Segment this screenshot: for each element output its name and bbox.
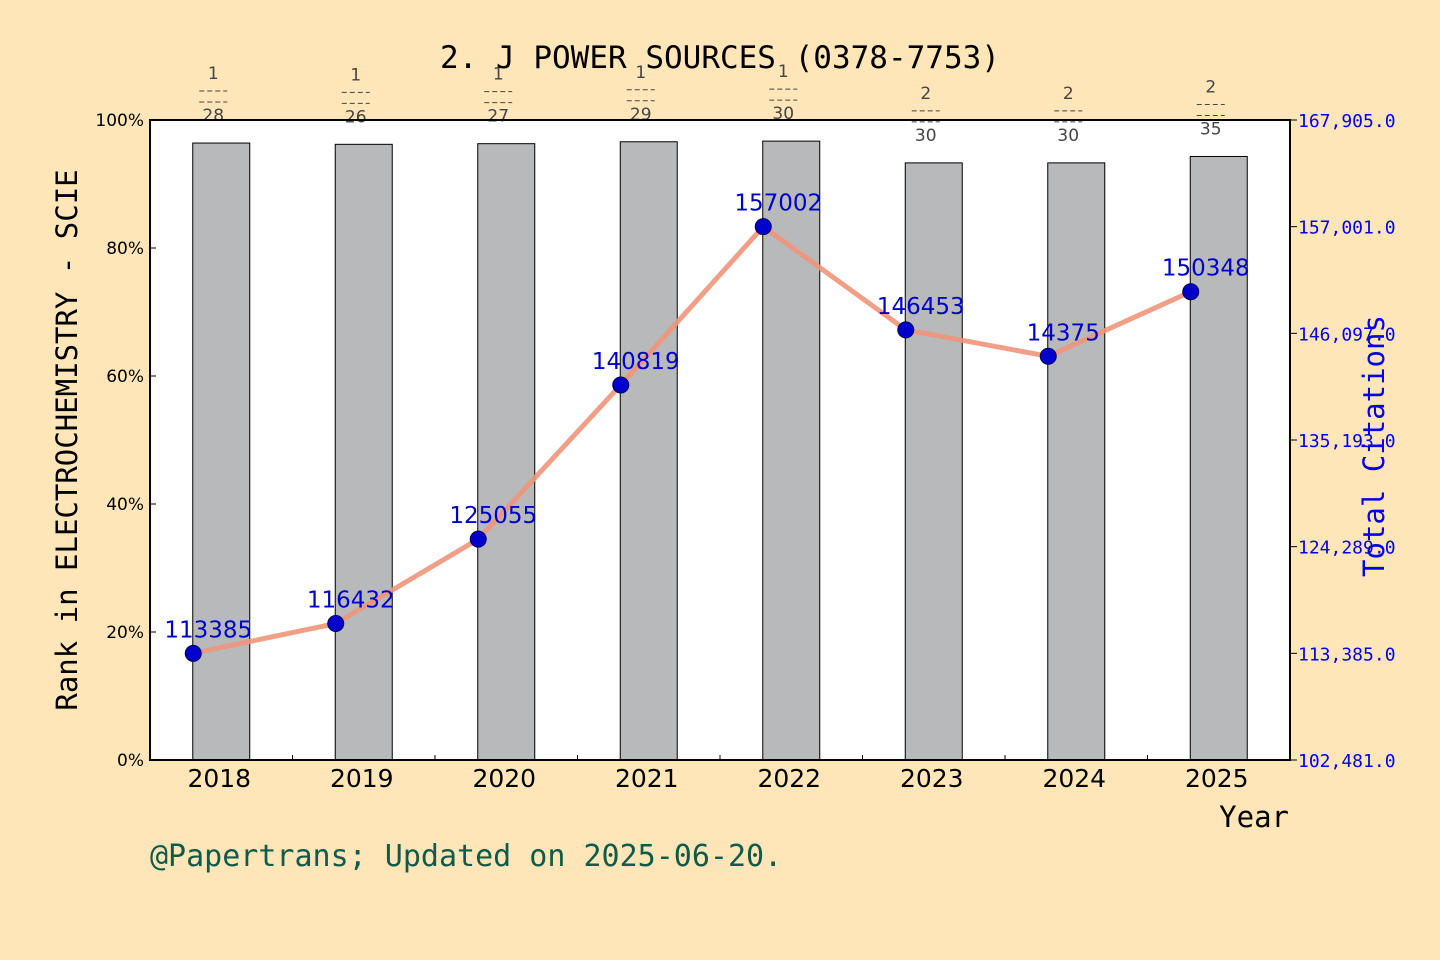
bar-2021 [619,141,678,761]
x-tick-label-2022: 2022 [757,764,821,793]
citation-value-label: 140819 [592,349,680,375]
x-tick-label-2021: 2021 [615,764,679,793]
left-tick-label: 20% [106,623,144,643]
left-tick-label: 100% [95,111,144,131]
right-axis-label: Total Citations [1357,315,1391,577]
citation-value-label: 113385 [164,617,252,643]
x-tick-label-2019: 2019 [330,764,394,793]
citation-point-2021 [612,376,630,394]
x-tick-label-2018: 2018 [187,764,251,793]
right-axis-ticks: 102,481.0 113,385.0 124,289.0 135,193.0 146,… [1290,111,1396,772]
x-axis-ticks: 2018 2019 2020 2021 2022 2023 2024 2025 [187,755,1249,793]
rank-denominator: 27 [487,107,509,127]
citation-point-2023 [897,321,915,339]
x-tick-label-2025: 2025 [1185,764,1249,793]
citation-line-series: 113385 116432 125055 140819 157002 146453 1437… [164,191,1250,662]
rank-label-2018: 1 28 [199,64,228,126]
right-tick-label: 157,001.0 [1298,218,1396,239]
left-tick-label: 80% [106,239,144,259]
citation-value-label: 125055 [449,503,537,529]
left-axis-label: Rank in ELECTROCHEMISTRY - SCIE [50,169,84,710]
chart-title: 2. J POWER SOURCES (0378-7753) [440,40,1000,76]
citation-point-2019 [327,615,345,633]
rank-label-2024: 2 30 [1054,84,1083,146]
rank-label-2019: 1 26 [341,65,370,127]
bar-2018 [192,142,251,761]
right-tick-label: 124,289.0 [1298,538,1396,559]
rank-denominator: 30 [772,104,794,124]
citation-point-2025 [1182,283,1200,301]
citation-value-label: 116432 [307,588,395,614]
rank-label-2025: 2 35 [1196,77,1225,139]
citation-point-2018 [184,644,202,662]
plot-background [150,120,1290,760]
rank-denominator: 35 [1200,119,1222,139]
bar-2025 [1189,155,1248,761]
bar-2023 [904,162,963,761]
citation-point-2024 [1039,347,1057,365]
rank-denominator: 26 [345,107,367,127]
right-tick-label: 113,385.0 [1298,644,1396,665]
right-tick-label: 135,193.0 [1298,431,1396,452]
right-tick-label: 102,481.0 [1298,751,1396,772]
citation-value-label: 150348 [1162,256,1250,282]
rank-numerator: 2 [920,84,931,104]
x-tick-label-2020: 2020 [472,764,536,793]
rank-numerator: 2 [1205,77,1216,97]
rank-denominator: 29 [630,105,652,125]
x-tick-label-2023: 2023 [900,764,964,793]
footer-note: @Papertrans; Updated on 2025-06-20. [150,839,782,874]
rank-label-2023: 2 30 [911,84,940,146]
citation-line [190,224,1194,656]
left-tick-label: 40% [106,495,144,515]
rank-denominator: 30 [1057,126,1079,146]
citation-value-label: 146453 [877,294,965,320]
rank-numerator: 1 [778,62,789,82]
bar-2019 [334,143,393,761]
x-axis-label: Year [1219,800,1289,834]
left-tick-label: 0% [117,751,144,771]
citation-value-label: 157002 [734,191,822,217]
rank-label-2020: 1 27 [484,65,513,127]
left-axis-ticks: 0% 20% 40% 60% 80% 100% [95,111,156,771]
rank-denominator: 30 [915,126,937,146]
citation-value-label: 14375 [1027,320,1100,346]
bar-2020 [477,143,536,761]
rank-numerator: 1 [208,64,219,84]
right-tick-label: 146,097.0 [1298,324,1396,345]
citation-point-2022 [754,218,772,236]
left-tick-label: 60% [106,367,144,387]
rank-numerator: 1 [493,65,504,85]
bar-series [192,140,1248,761]
rank-numerator: 1 [350,65,361,85]
rank-numerator: 2 [1063,84,1074,104]
right-tick-label: 167,905.0 [1298,111,1396,132]
rank-denominator: 28 [202,106,224,126]
x-tick-label-2024: 2024 [1042,764,1106,793]
bar-2024 [1047,162,1106,761]
citation-point-2020 [469,530,487,548]
rank-numerator: 1 [635,63,646,83]
